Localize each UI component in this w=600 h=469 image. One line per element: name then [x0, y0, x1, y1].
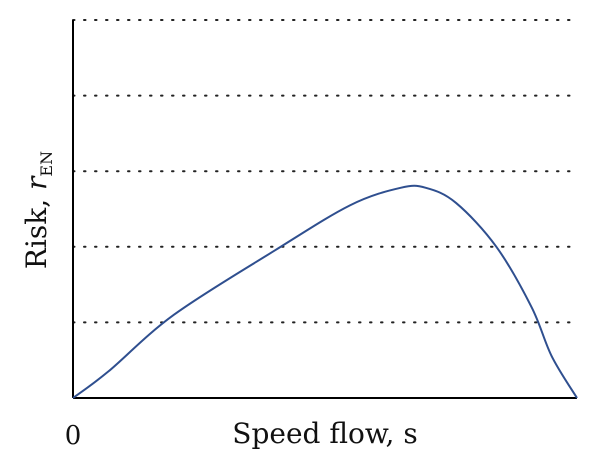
y-axis-label: Risk, rEN — [20, 151, 56, 269]
y-axis-label-subscript: EN — [37, 151, 56, 177]
x-axis-label: Speed flow, s — [232, 417, 417, 450]
gridlines — [72, 19, 578, 324]
x-tick-label: 0 — [65, 421, 82, 451]
y-axis-label-main: Risk, — [20, 190, 53, 269]
series-layer — [72, 184, 578, 399]
y-axis-label-variable: r — [20, 175, 53, 190]
series-line — [72, 184, 578, 399]
